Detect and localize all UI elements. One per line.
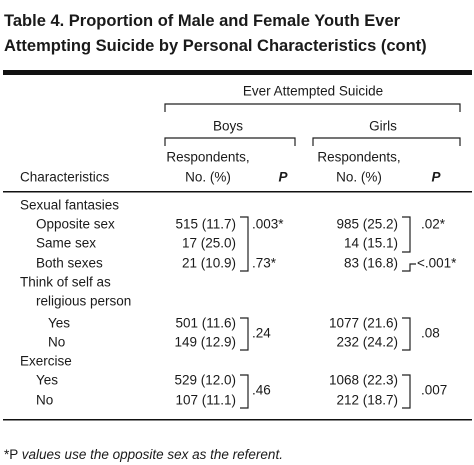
bracket (402, 374, 411, 409)
column-header: No. (%) (336, 170, 382, 185)
cell: 83 (16.8) (344, 256, 398, 271)
group-header: Ever Attempted Suicide (243, 84, 383, 99)
p-value: .003* (252, 217, 284, 232)
row-label: Yes (36, 373, 58, 388)
p-value: <.001* (417, 256, 457, 271)
bracket (240, 216, 249, 272)
column-header: Respondents, (317, 150, 400, 165)
row-label: Both sexes (36, 256, 103, 271)
header-bracket (164, 137, 296, 146)
bracket (402, 263, 416, 272)
cell: 149 (12.9) (174, 335, 236, 350)
cell: 1068 (22.3) (329, 373, 398, 388)
p-value: .73* (252, 256, 277, 271)
bracket (402, 317, 411, 351)
p-value: .007 (421, 383, 447, 398)
footnote-text: values use the opposite sex as the refer… (22, 447, 283, 462)
column-header: Characteristics (20, 170, 110, 185)
bracket (240, 317, 249, 351)
cell: 17 (25.0) (182, 236, 236, 251)
row-label: Yes (48, 316, 70, 331)
footnote: *P values use the opposite sex as the re… (4, 447, 283, 462)
cell: 529 (12.0) (174, 373, 236, 388)
boys-header: Boys (213, 119, 243, 134)
girls-header: Girls (369, 119, 397, 134)
cell: 107 (11.1) (175, 393, 236, 408)
column-header: P (278, 170, 288, 185)
footnote-mark: *P (4, 447, 18, 462)
header-bracket (312, 137, 461, 146)
row-label: Sexual fantasies (20, 198, 119, 213)
cell: 232 (24.2) (336, 335, 398, 350)
cell: 501 (11.6) (175, 316, 236, 331)
row-label: Think of self as (20, 275, 111, 290)
row-label: Exercise (20, 354, 72, 369)
cell: 14 (15.1) (344, 236, 398, 251)
cell: 21 (10.9) (182, 256, 236, 271)
top-rule (3, 70, 472, 75)
header-rule (3, 191, 472, 193)
cell: 1077 (21.6) (329, 316, 398, 331)
bracket (402, 216, 411, 253)
title-line: Attempting Suicide by Personal Character… (4, 37, 427, 55)
p-value: .02* (421, 217, 446, 232)
title-line: Table 4. Proportion of Male and Female Y… (4, 12, 401, 30)
row-label: religious person (36, 294, 131, 309)
cell: 515 (11.7) (175, 217, 236, 232)
cell: 985 (25.2) (336, 217, 398, 232)
column-header: No. (%) (185, 170, 231, 185)
row-label: Same sex (36, 236, 96, 251)
row-label: No (36, 393, 53, 408)
header-bracket (164, 103, 461, 112)
row-label: No (48, 335, 65, 350)
bracket (240, 374, 249, 409)
bottom-rule (3, 419, 472, 421)
column-header: P (431, 170, 441, 185)
p-value: .08 (421, 326, 440, 341)
cell: 212 (18.7) (336, 393, 398, 408)
p-value: .46 (252, 383, 271, 398)
row-label: Opposite sex (36, 217, 115, 232)
column-header: Respondents, (166, 150, 249, 165)
p-value: .24 (252, 326, 271, 341)
